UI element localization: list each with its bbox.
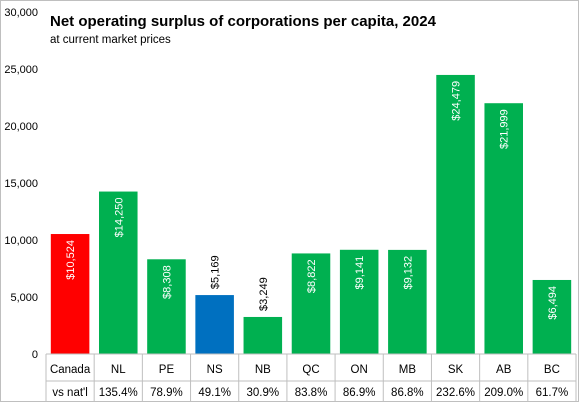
vs-national-value: 135.4% [99,387,138,399]
bars [50,74,572,355]
bar [291,253,331,354]
bar [99,191,138,354]
chart-subtitle: at current market prices [50,34,171,46]
category-label: NB [255,364,271,376]
bar [50,234,90,354]
y-tick-label: 20,000 [4,121,38,133]
vs-national-value: 209.0% [484,387,523,399]
data-label: $14,250 [113,198,125,238]
data-label: $10,524 [65,240,77,280]
category-label: MB [399,364,417,376]
bar [436,74,475,355]
vs-national-value: 78.9% [150,387,183,399]
category-label: AB [496,364,512,376]
y-tick-label: 15,000 [4,178,38,190]
bar [147,259,186,354]
category-label: NS [207,364,223,376]
data-label: $8,822 [306,259,318,293]
y-tick-label: 0 [32,349,38,361]
bar [195,295,234,354]
category-label: ON [351,364,368,376]
data-label: $21,999 [499,109,511,149]
category-label: BC [544,364,560,376]
y-tick-label: 5,000 [10,292,38,304]
chart-title: Net operating surplus of corporations pe… [50,13,437,30]
category-label: NL [111,364,126,376]
category-label: QC [302,364,319,376]
data-label: $9,132 [402,256,414,290]
y-axis: 0 5,000 10,000 15,000 20,000 25,000 30,000 [4,7,38,361]
data-label: $5,169 [210,255,222,289]
bar [484,103,523,355]
bar [339,249,379,354]
bar [243,316,283,354]
y-tick-label: 30,000 [4,7,38,19]
data-label: $8,308 [161,265,173,299]
category-label: Canada [50,364,91,376]
vs-national-value: 49.1% [198,387,231,399]
vs-national-value: 86.9% [343,387,376,399]
bar [532,279,572,354]
vs-national-value: 30.9% [247,387,280,399]
vs-national-value: 61.7% [536,387,569,399]
vs-national-value: 232.6% [436,387,475,399]
data-label: $24,479 [451,81,463,121]
y-tick-label: 10,000 [4,235,38,247]
vs-national-value: 86.8% [391,387,424,399]
y-tick-label: 25,000 [4,64,38,76]
data-label: $6,494 [547,286,559,320]
category-label: PE [159,364,175,376]
data-label: $3,249 [258,277,270,311]
category-table: Canada NL PE NS NB QC ON MB SK AB BC vs nat'l 135.4%… [45,353,577,401]
data-label: $9,141 [354,256,366,290]
bar [388,249,427,354]
row2-label: vs nat'l [52,387,87,399]
data-labels: $10,524 $14,250 $8,308 $5,169 $3,249 $8,822 $9… [65,81,559,320]
category-label: SK [448,364,464,376]
vs-national-value: 83.8% [295,387,328,399]
